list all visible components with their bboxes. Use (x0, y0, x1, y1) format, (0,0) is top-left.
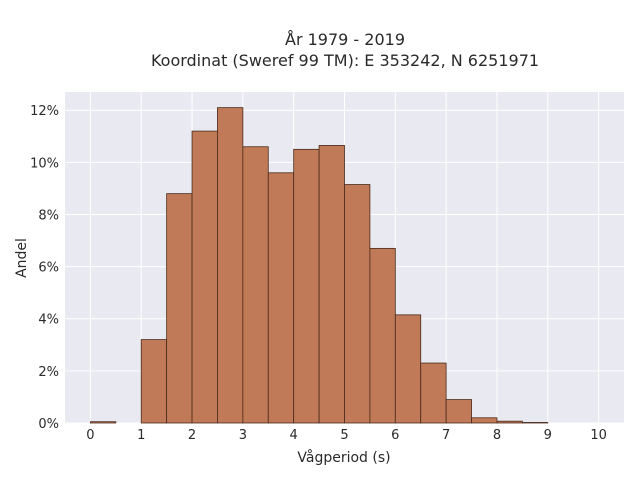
x-tick-label: 9 (544, 428, 552, 443)
histogram-bar (445, 399, 472, 424)
x-tick-label: 10 (590, 428, 607, 443)
x-tick-label: 8 (493, 428, 501, 443)
x-axis-ticks: 0 1 2 3 4 5 6 7 8 9 10 (86, 428, 607, 443)
x-tick-label: 0 (86, 428, 94, 443)
x-tick-label: 7 (442, 428, 450, 443)
y-axis-label: Andel (14, 238, 30, 278)
histogram-bar (318, 145, 345, 424)
histogram-bar (293, 148, 320, 424)
chart-title-line1: År 1979 - 2019 (285, 30, 405, 49)
x-tick-label: 3 (239, 428, 247, 443)
histogram-bar (369, 247, 396, 424)
x-tick-label: 4 (290, 428, 298, 443)
y-tick-label: 0% (38, 417, 59, 432)
y-tick-label: 12% (30, 104, 59, 119)
x-tick-label: 6 (391, 428, 399, 443)
y-tick-label: 4% (38, 313, 59, 328)
y-tick-label: 2% (38, 365, 59, 380)
histogram-bar (90, 421, 117, 424)
histogram-bar (471, 417, 498, 424)
y-tick-label: 10% (30, 156, 59, 171)
histogram-bar (521, 422, 549, 424)
histogram-bar (140, 339, 168, 424)
bars (90, 107, 549, 424)
y-tick-label: 6% (38, 261, 59, 276)
histogram-bar (166, 193, 193, 424)
x-tick-label: 1 (137, 428, 145, 443)
y-tick-label: 8% (38, 208, 59, 223)
histogram-bar (344, 184, 371, 424)
histogram-bar (242, 146, 269, 424)
x-tick-label: 5 (340, 428, 348, 443)
histogram-bar (496, 420, 523, 424)
x-axis-label: Vågperiod (s) (297, 449, 390, 466)
histogram-bar (191, 130, 218, 424)
histogram-bar (420, 362, 447, 424)
chart-title-line2: Koordinat (Sweref 99 TM): E 353242, N 62… (151, 51, 539, 70)
x-tick-label: 2 (188, 428, 196, 443)
y-axis-ticks: 0% 2% 4% 6% 8% 10% 12% (30, 104, 59, 432)
histogram-bar (394, 314, 422, 424)
histogram-bar (217, 107, 244, 424)
histogram-bar (267, 172, 295, 424)
